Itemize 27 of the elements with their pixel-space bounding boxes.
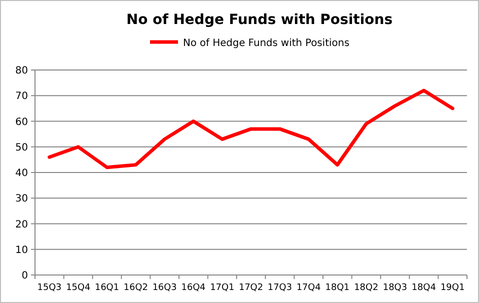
y-tick-label: 70 (15, 91, 28, 102)
x-tick-label: 16Q3 (152, 283, 177, 293)
x-tick-label: 16Q4 (181, 283, 206, 293)
line-series (48, 88, 454, 170)
y-tick-label: 10 (15, 244, 28, 256)
x-tick-label: 19Q1 (440, 283, 465, 293)
y-tick-label: 50 (15, 142, 28, 154)
x-tick-label: 18Q3 (382, 283, 408, 293)
legend-label: No of Hedge Funds with Positions (183, 38, 350, 49)
y-tick-label: 80 (15, 66, 28, 76)
x-tick-label: 16Q1 (94, 283, 120, 293)
x-tick-label: 15Q3 (37, 283, 62, 293)
x-tick-label: 18Q2 (354, 283, 378, 293)
x-tick-label: 16Q2 (124, 283, 148, 293)
y-tick-label: 20 (15, 219, 28, 230)
x-tick-label: 17Q4 (296, 283, 322, 293)
x-tick-label: 15Q4 (66, 283, 91, 293)
x-tick-label: 18Q4 (412, 283, 436, 293)
x-tick-label: 18Q1 (325, 283, 350, 293)
x-tick-label: 17Q1 (210, 283, 234, 293)
y-tick-label: 30 (15, 194, 28, 205)
x-tick-label: 17Q3 (268, 283, 292, 293)
chart-title: No of Hedge Funds with Positions (126, 12, 393, 28)
y-tick-label: 40 (15, 168, 28, 179)
y-tick-label: 60 (15, 116, 28, 128)
y-tick-label: 0 (22, 270, 28, 282)
x-tick-label: 17Q2 (238, 283, 264, 293)
